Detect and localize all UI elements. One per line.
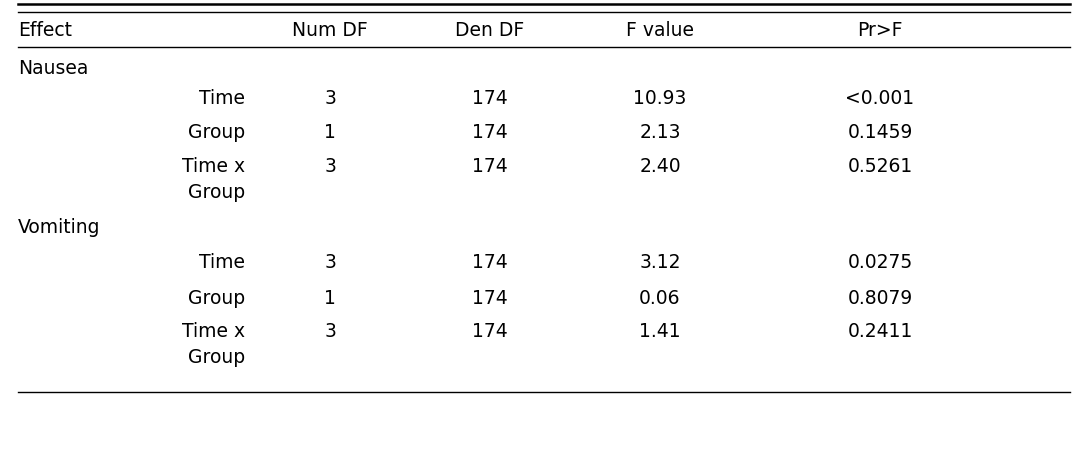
Text: Effect: Effect <box>18 21 72 39</box>
Text: 174: 174 <box>472 322 508 341</box>
Text: 0.0275: 0.0275 <box>848 253 913 272</box>
Text: Time: Time <box>199 88 245 107</box>
Text: 3: 3 <box>324 157 336 176</box>
Text: F value: F value <box>626 21 694 39</box>
Text: 1.41: 1.41 <box>639 322 681 341</box>
Text: 1: 1 <box>324 288 336 307</box>
Text: <0.001: <0.001 <box>845 88 915 107</box>
Text: Den DF: Den DF <box>456 21 524 39</box>
Text: 0.5261: 0.5261 <box>848 157 913 176</box>
Text: 3: 3 <box>324 253 336 272</box>
Text: 0.2411: 0.2411 <box>848 322 913 341</box>
Text: 0.06: 0.06 <box>640 288 681 307</box>
Text: 0.1459: 0.1459 <box>848 123 913 142</box>
Text: Group: Group <box>188 183 245 202</box>
Text: 0.8079: 0.8079 <box>848 288 913 307</box>
Text: Group: Group <box>188 123 245 142</box>
Text: Vomiting: Vomiting <box>18 218 100 237</box>
Text: 1: 1 <box>324 123 336 142</box>
Text: Time: Time <box>199 253 245 272</box>
Text: 2.40: 2.40 <box>639 157 681 176</box>
Text: 3.12: 3.12 <box>640 253 681 272</box>
Text: 10.93: 10.93 <box>633 88 687 107</box>
Text: Nausea: Nausea <box>18 58 88 77</box>
Text: 174: 174 <box>472 288 508 307</box>
Text: Num DF: Num DF <box>292 21 368 39</box>
Text: 174: 174 <box>472 157 508 176</box>
Text: 3: 3 <box>324 322 336 341</box>
Text: 174: 174 <box>472 123 508 142</box>
Text: 2.13: 2.13 <box>640 123 681 142</box>
Text: 174: 174 <box>472 253 508 272</box>
Text: Pr>F: Pr>F <box>857 21 903 39</box>
Text: 174: 174 <box>472 88 508 107</box>
Text: Time x: Time x <box>182 322 245 341</box>
Text: Group: Group <box>188 288 245 307</box>
Text: 3: 3 <box>324 88 336 107</box>
Text: Time x: Time x <box>182 157 245 176</box>
Text: Group: Group <box>188 348 245 367</box>
